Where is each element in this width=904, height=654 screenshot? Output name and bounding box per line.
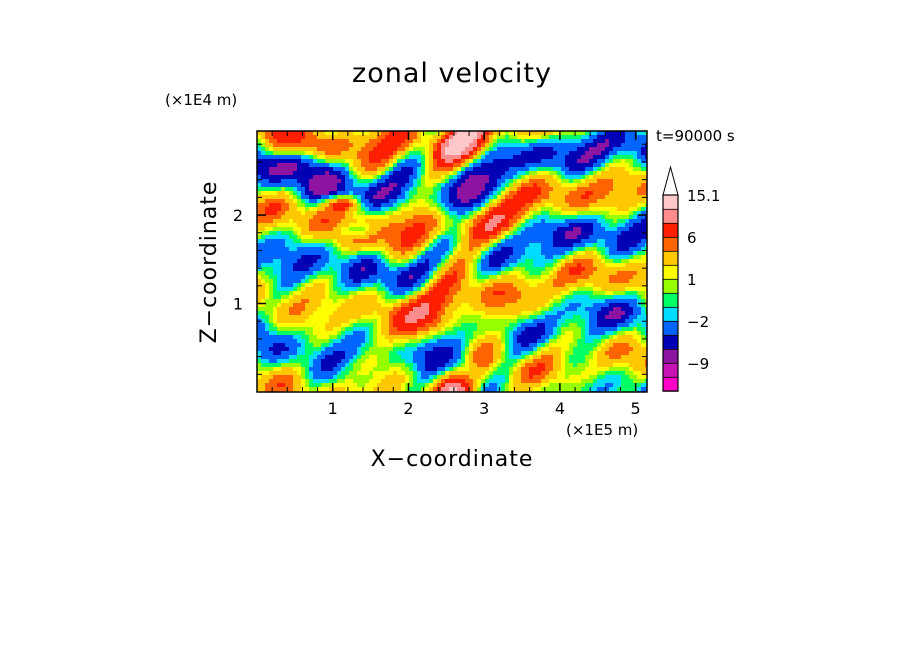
x-tick: 1 <box>328 131 338 418</box>
x-tick-label: 2 <box>403 399 413 418</box>
x-tick: 2 <box>403 131 414 418</box>
time-annotation: t=90000 s <box>656 127 735 145</box>
colorbar-band <box>662 236 679 252</box>
x-axis-label: X−coordinate <box>370 447 534 472</box>
y-tick-label: 1 <box>233 295 243 314</box>
x-tick: 5 <box>631 131 641 418</box>
colorbar-band <box>662 292 679 308</box>
x-tick: 3 <box>479 131 489 418</box>
colorbar-band <box>662 264 679 280</box>
y-tick: 1 <box>233 295 647 314</box>
colorbar-extend-arrow <box>662 165 679 196</box>
colorbar-band <box>662 250 679 266</box>
colorbar-band <box>662 320 679 336</box>
y-axis-unit: (×1E4 m) <box>165 91 238 109</box>
colorbar-band <box>662 376 679 392</box>
colorbar-label: −9 <box>687 355 709 373</box>
y-axis: 12 <box>233 143 647 375</box>
colorbar-band <box>662 348 679 364</box>
plot-frame <box>256 130 648 393</box>
colorbar-frame <box>662 194 679 392</box>
colorbar-label: 1 <box>687 271 697 289</box>
colorbar-label: 6 <box>687 229 697 247</box>
colorbar-band <box>662 194 679 210</box>
x-tick-label: 3 <box>479 399 489 418</box>
colorbar-label: −2 <box>687 313 709 331</box>
colorbar-band <box>662 208 679 224</box>
velocity-field <box>257 131 647 392</box>
x-tick-label: 5 <box>631 399 641 418</box>
chart-title: zonal velocity <box>352 58 552 89</box>
colorbar-label: 15.1 <box>687 187 720 205</box>
colorbar-band <box>662 362 679 378</box>
colorbar: 15.1 6 1 −2 −9 <box>662 165 720 392</box>
x-tick: 4 <box>555 131 565 418</box>
colorbar-band <box>662 222 679 238</box>
x-tick-label: 1 <box>328 399 338 418</box>
x-axis-unit: (×1E5 m) <box>566 421 639 439</box>
y-tick: 2 <box>233 206 647 225</box>
y-tick-label: 2 <box>233 206 243 225</box>
x-tick-label: 4 <box>555 399 565 418</box>
colorbar-band <box>662 278 679 294</box>
colorbar-band <box>662 334 679 350</box>
colorbar-band <box>662 306 679 322</box>
x-axis: 1 2 3 4 5 <box>271 131 641 418</box>
